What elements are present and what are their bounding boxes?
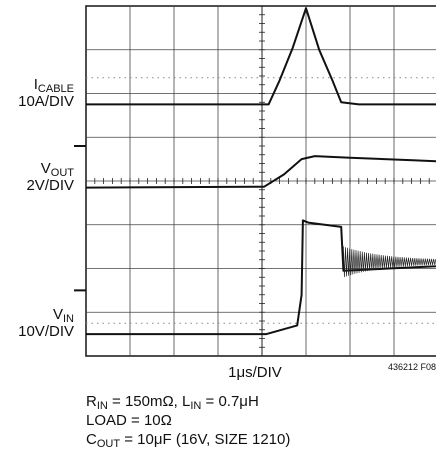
trace-out — [85, 155, 436, 189]
trace-label-cable: ICABLE 10A/DIV — [18, 76, 74, 111]
notes: RIN = 150mΩ, LIN = 0.7μH LOAD = 10Ω COUT =… — [86, 392, 291, 450]
trace-label-out: VOUT 2V/DIV — [26, 159, 74, 194]
note-line-2: LOAD = 10Ω — [86, 412, 172, 429]
trace-in — [86, 219, 436, 336]
trace-cable — [86, 7, 436, 106]
ringing-in — [343, 246, 436, 278]
note-line-3: COUT = 10μF (16V, SIZE 1210) — [86, 431, 291, 450]
note-line-1: RIN = 150mΩ, LIN = 0.7μH — [86, 393, 259, 412]
x-scale-label: 1μs/DIV — [228, 364, 282, 381]
oscilloscope-plot — [74, 5, 436, 357]
trace-label-in: VIN 10V/DIV — [18, 306, 74, 341]
figure-id: 436212 F08 — [387, 362, 436, 372]
